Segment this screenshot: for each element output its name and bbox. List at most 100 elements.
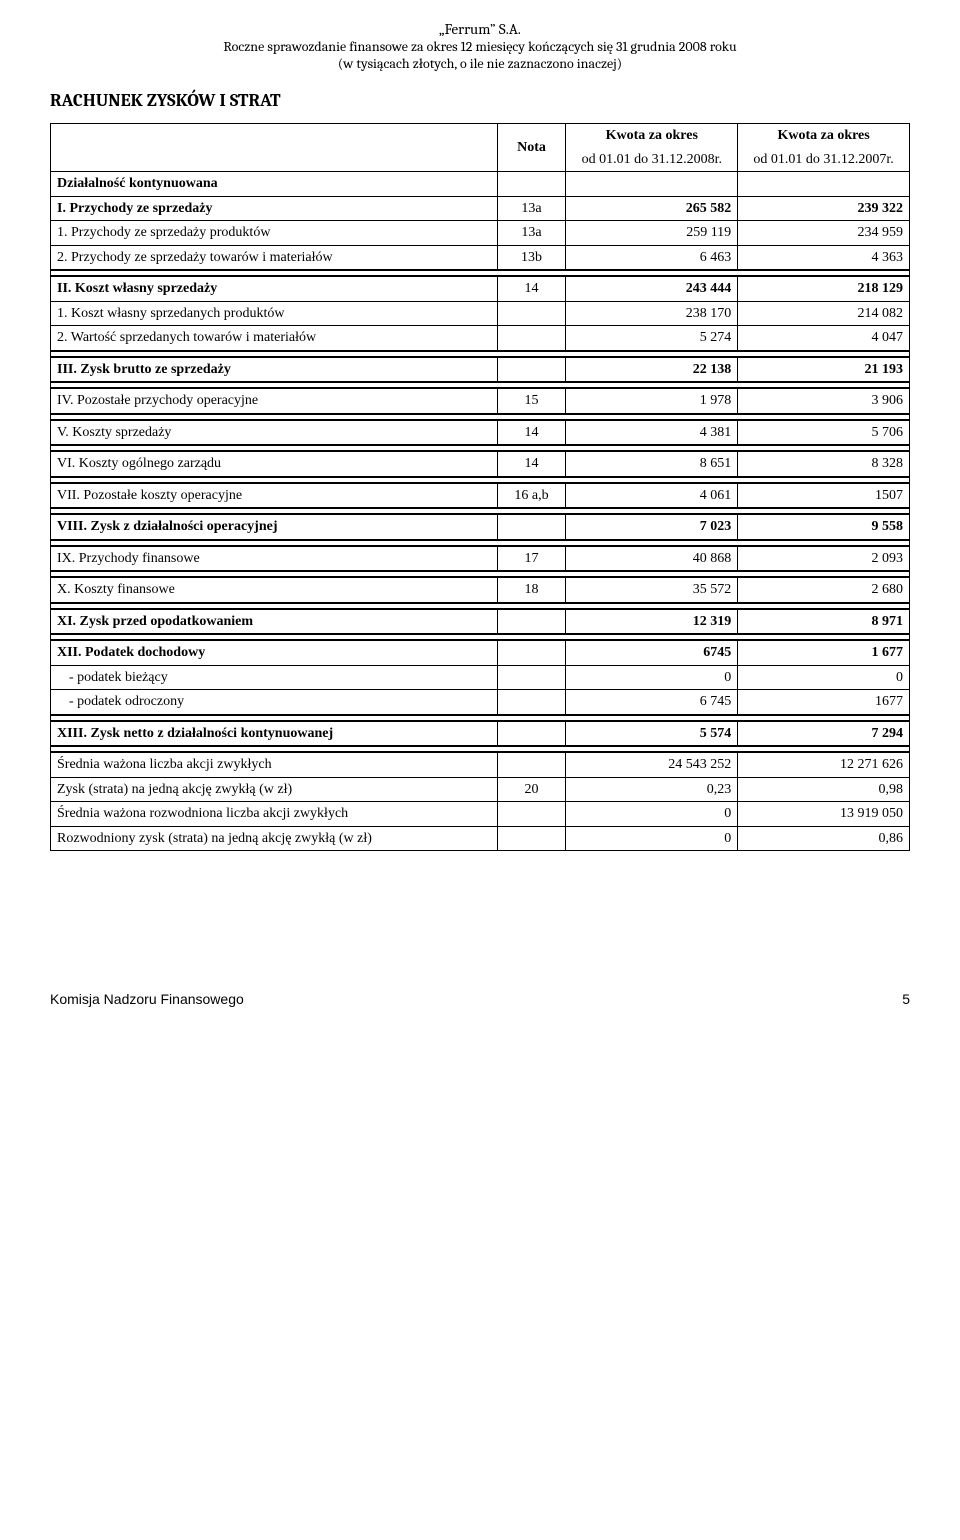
table-row: 2. Przychody ze sprzedaży towarów i mate… [51,245,910,270]
row-nota [497,752,566,777]
row-label: IX. Przychody finansowe [51,546,498,572]
col-header-period2-bot: od 01.01 do 31.12.2007r. [738,148,910,172]
row-value-1: 7 023 [566,514,738,540]
row-value-2: 0,86 [738,826,910,851]
row-nota: 13a [497,221,566,246]
row-nota: 13a [497,196,566,221]
row-value-1: 5 574 [566,721,738,747]
row-nota: 14 [497,451,566,477]
row-value-1: 35 572 [566,577,738,603]
row-label: 2. Przychody ze sprzedaży towarów i mate… [51,245,498,270]
row-value-1: 5 274 [566,326,738,351]
row-nota: 16 a,b [497,483,566,509]
row-label: III. Zysk brutto ze sprzedaży [51,357,498,383]
row-value-2: 5 706 [738,420,910,446]
table-row: 2. Wartość sprzedanych towarów i materia… [51,326,910,351]
table-row: III. Zysk brutto ze sprzedaży 22 138 21 … [51,357,910,383]
table-row: XI. Zysk przed opodatkowaniem 12 319 8 9… [51,609,910,635]
document-header: „Ferrum” S.A. Roczne sprawozdanie finans… [50,20,910,72]
header-line-2: (w tysiącach złotych, o ile nie zaznaczo… [50,55,910,72]
table-row: 1. Przychody ze sprzedaży produktów 13a … [51,221,910,246]
row-label: II. Koszt własny sprzedaży [51,276,498,301]
table-row: V. Koszty sprzedaży 14 4 381 5 706 [51,420,910,446]
row-label: Zysk (strata) na jedną akcję zwykłą (w z… [51,777,498,802]
row-value-1: 238 170 [566,301,738,326]
row-value-2: 7 294 [738,721,910,747]
table-row: IV. Pozostałe przychody operacyjne 15 1 … [51,388,910,414]
row-label: I. Przychody ze sprzedaży [51,196,498,221]
row-nota: 15 [497,388,566,414]
row-label: VII. Pozostałe koszty operacyjne [51,483,498,509]
row-value-1: 6745 [566,640,738,665]
row-value-2: 234 959 [738,221,910,246]
row-value-2: 1507 [738,483,910,509]
row-value-2: 8 971 [738,609,910,635]
col-header-nota: Nota [497,124,566,172]
row-label: Średnia ważona liczba akcji zwykłych [51,752,498,777]
row-nota [497,514,566,540]
col-header-period1-bot: od 01.01 do 31.12.2008r. [566,148,738,172]
row-value-2: 2 680 [738,577,910,603]
row-label: X. Koszty finansowe [51,577,498,603]
row-value-1: 6 463 [566,245,738,270]
row-value-1: 0 [566,802,738,827]
table-row: X. Koszty finansowe 18 35 572 2 680 [51,577,910,603]
row-label: 2. Wartość sprzedanych towarów i materia… [51,326,498,351]
row-value-2: 214 082 [738,301,910,326]
row-value-2: 9 558 [738,514,910,540]
row-value-2: 4 047 [738,326,910,351]
row-value-2: 3 906 [738,388,910,414]
row-value-1: 259 119 [566,221,738,246]
row-nota: 14 [497,276,566,301]
row-value-1: 265 582 [566,196,738,221]
table-row: IX. Przychody finansowe 17 40 868 2 093 [51,546,910,572]
row-label: 1. Przychody ze sprzedaży produktów [51,221,498,246]
row-label: 1. Koszt własny sprzedanych produktów [51,301,498,326]
table-row: Średnia ważona rozwodniona liczba akcji … [51,802,910,827]
row-nota: 14 [497,420,566,446]
row-nota [497,640,566,665]
row-nota: 18 [497,577,566,603]
row-value-2: 1677 [738,690,910,715]
row-label: V. Koszty sprzedaży [51,420,498,446]
table-row: - podatek odroczony 6 745 1677 [51,690,910,715]
col-header-period1-top: Kwota za okres [566,124,738,148]
row-nota [497,357,566,383]
row-nota [497,665,566,690]
row-label: Działalność kontynuowana [51,172,498,197]
table-row: VIII. Zysk z działalności operacyjnej 7 … [51,514,910,540]
row-value-1: 1 978 [566,388,738,414]
row-label: - podatek odroczony [51,690,498,715]
row-nota: 20 [497,777,566,802]
col-header-period2-top: Kwota za okres [738,124,910,148]
row-nota [497,826,566,851]
row-value-2: 218 129 [738,276,910,301]
row-label: Rozwodniony zysk (strata) na jedną akcję… [51,826,498,851]
row-label: - podatek bieżący [51,665,498,690]
row-value-1: 6 745 [566,690,738,715]
page-number: 5 [902,991,910,1007]
row-value-2: 2 093 [738,546,910,572]
footer-left: Komisja Nadzoru Finansowego [50,991,244,1007]
table-row: 1. Koszt własny sprzedanych produktów 23… [51,301,910,326]
row-value-2: 0,98 [738,777,910,802]
table-row: Zysk (strata) na jedną akcję zwykłą (w z… [51,777,910,802]
row-label: Średnia ważona rozwodniona liczba akcji … [51,802,498,827]
company-name: „Ferrum” S.A. [50,20,910,38]
row-value-2: 239 322 [738,196,910,221]
row-label: XIII. Zysk netto z działalności kontynuo… [51,721,498,747]
row-nota [497,721,566,747]
header-line-1: Roczne sprawozdanie finansowe za okres 1… [50,38,910,55]
row-value-2: 8 328 [738,451,910,477]
row-value-1: 4 061 [566,483,738,509]
row-nota: 17 [497,546,566,572]
table-row: XII. Podatek dochodowy 6745 1 677 [51,640,910,665]
income-statement-table: Nota Kwota za okres Kwota za okres od 01… [50,123,910,851]
table-row: VI. Koszty ogólnego zarządu 14 8 651 8 3… [51,451,910,477]
row-nota [497,802,566,827]
row-nota [497,326,566,351]
table-row: XIII. Zysk netto z działalności kontynuo… [51,721,910,747]
row-nota [497,301,566,326]
row-label: IV. Pozostałe przychody operacyjne [51,388,498,414]
table-row: Rozwodniony zysk (strata) na jedną akcję… [51,826,910,851]
